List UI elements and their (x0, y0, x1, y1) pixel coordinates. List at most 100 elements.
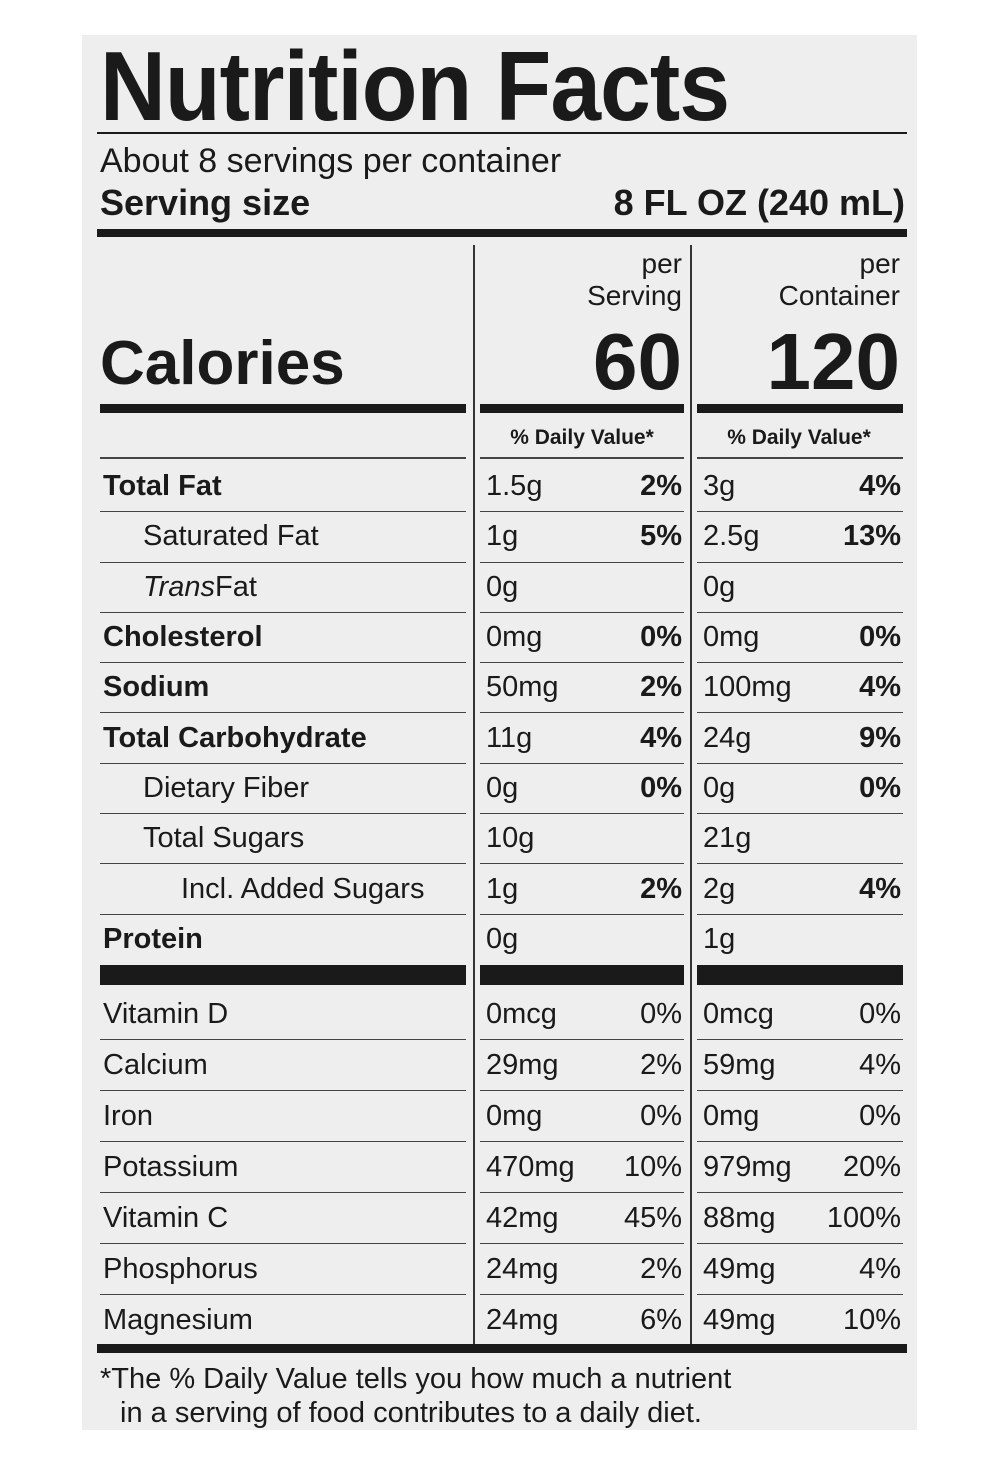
serving-daily-value: 0% (640, 771, 682, 804)
nutrient-name: Total Sugars (100, 814, 466, 865)
container-amount: 2g (703, 872, 736, 905)
table-row: Iron 0mg 0% 0mg 0% (0, 1091, 1000, 1142)
serving-daily-value: 2% (640, 470, 682, 503)
serving-cell: 24mg 2% (480, 1244, 684, 1295)
per-container-line2: Container (778, 280, 900, 311)
container-cell: 1g (697, 915, 903, 965)
serving-cell: 50mg 2% (480, 663, 684, 714)
per-container-line1: per (859, 248, 900, 279)
container-amount: 49mg (703, 1252, 776, 1285)
serving-size-value: 8 FL OZ (240 mL) (613, 182, 905, 223)
serving-cell: 1g 2% (480, 864, 684, 915)
container-amount: 49mg (703, 1304, 776, 1336)
serving-amount: 29mg (486, 1048, 559, 1081)
container-cell: 24g 9% (697, 714, 903, 764)
table-row: Trans Fat 0g 0g (0, 563, 1000, 613)
container-daily-value: 4% (859, 671, 901, 704)
label-title: Nutrition Facts (100, 31, 730, 141)
container-cell: 59mg 4% (697, 1040, 903, 1091)
container-amount: 0g (703, 570, 736, 603)
serving-amount: 0mg (486, 1099, 543, 1132)
serving-cell: 0mg 0% (480, 613, 684, 664)
nutrient-name: Magnesium (103, 1304, 253, 1336)
serving-cell: 0g (480, 563, 684, 613)
serving-amount: 0g (486, 570, 519, 603)
container-amount: 2.5g (703, 520, 760, 553)
serving-amount: 1g (486, 520, 519, 553)
container-amount: 0mg (703, 621, 760, 654)
servings-per-container: About 8 servings per container (100, 142, 562, 180)
serving-daily-value: 10% (623, 1150, 682, 1183)
serving-amount: 0mcg (486, 997, 557, 1030)
table-row: Protein 0g 1g (0, 915, 1000, 965)
serving-daily-value: 6% (640, 1304, 682, 1336)
container-daily-value: 0% (859, 771, 901, 804)
serving-cell: 1g 5% (480, 512, 684, 563)
container-amount: 0mcg (703, 997, 774, 1030)
divider (480, 457, 684, 459)
nutrient-name: Dietary Fiber (100, 764, 466, 815)
thick-divider (697, 404, 903, 413)
nutrient-name-rest: Fat (214, 570, 257, 603)
container-amount: 979mg (703, 1150, 792, 1183)
nutrient-name: Cholesterol (100, 613, 466, 664)
table-row: Vitamin D 0mcg 0% 0mcg 0% (0, 989, 1000, 1040)
container-amount: 88mg (703, 1201, 776, 1234)
nutrient-name: Protein (103, 923, 203, 956)
serving-cell: 0mcg 0% (480, 989, 684, 1040)
nutrient-name: Iron (100, 1091, 466, 1142)
container-cell: 0mg 0% (697, 1091, 903, 1142)
nutrient-name: Total Fat (100, 462, 466, 513)
serving-daily-value: 5% (640, 520, 682, 553)
footnote: *The % Daily Value tells you how much a … (100, 1362, 731, 1430)
serving-cell: 29mg 2% (480, 1040, 684, 1091)
nutrient-name: Phosphorus (100, 1244, 466, 1295)
nutrient-name: Total Carbohydrate (100, 714, 466, 764)
serving-amount: 24mg (486, 1304, 559, 1336)
serving-cell: 10g (480, 814, 684, 865)
calories-per-container: 120 (766, 317, 900, 406)
serving-amount: 11g (486, 721, 533, 754)
thick-divider (480, 404, 684, 413)
container-daily-value: 4% (859, 872, 901, 905)
container-cell: 21g (697, 814, 903, 865)
serving-cell: 470mg 10% (480, 1142, 684, 1193)
container-daily-value: 0% (859, 621, 901, 654)
serving-cell: 24mg 6% (480, 1295, 684, 1346)
divider (697, 457, 903, 459)
table-row: Cholesterol 0mg 0% 0mg 0% (0, 613, 1000, 664)
table-row: Calcium 29mg 2% 59mg 4% (0, 1040, 1000, 1091)
serving-cell: 0g (480, 915, 684, 965)
container-daily-value: 100% (826, 1201, 901, 1234)
container-amount: 0mg (703, 1099, 760, 1132)
per-serving-header: per Serving (482, 248, 682, 312)
serving-daily-value: 4% (640, 721, 682, 754)
container-cell: 0g (697, 563, 903, 613)
footnote-line-1: *The % Daily Value tells you how much a … (100, 1363, 732, 1395)
container-daily-value: 13% (842, 520, 901, 553)
per-container-header: per Container (698, 248, 900, 312)
table-row: Dietary Fiber 0g 0% 0g 0% (0, 764, 1000, 815)
container-amount: 0g (703, 771, 736, 804)
thick-divider (697, 965, 903, 985)
serving-amount: 1g (486, 872, 519, 905)
serving-amount: 470mg (486, 1150, 575, 1183)
serving-daily-value: 0% (640, 997, 682, 1030)
serving-daily-value: 45% (623, 1201, 682, 1234)
table-row: Potassium 470mg 10% 979mg 20% (0, 1142, 1000, 1193)
container-cell: 0mcg 0% (697, 989, 903, 1040)
table-row: Total Fat 1.5g 2% 3g 4% (0, 462, 1000, 513)
serving-amount: 1.5g (486, 470, 543, 503)
nutrient-name: Vitamin D (100, 989, 466, 1040)
serving-amount: 50mg (486, 671, 559, 704)
serving-cell: 0g 0% (480, 764, 684, 815)
table-row: Saturated Fat 1g 5% 2.5g 13% (0, 512, 1000, 563)
serving-cell: 1.5g 2% (480, 462, 684, 513)
container-daily-value: 9% (859, 721, 901, 754)
container-cell: 2g 4% (697, 864, 903, 915)
serving-daily-value: 2% (640, 872, 682, 905)
container-cell: 979mg 20% (697, 1142, 903, 1193)
container-daily-value: 20% (842, 1150, 901, 1183)
table-row: Magnesium 24mg 6% 49mg 10% (0, 1295, 1000, 1346)
serving-daily-value: 0% (640, 621, 682, 654)
